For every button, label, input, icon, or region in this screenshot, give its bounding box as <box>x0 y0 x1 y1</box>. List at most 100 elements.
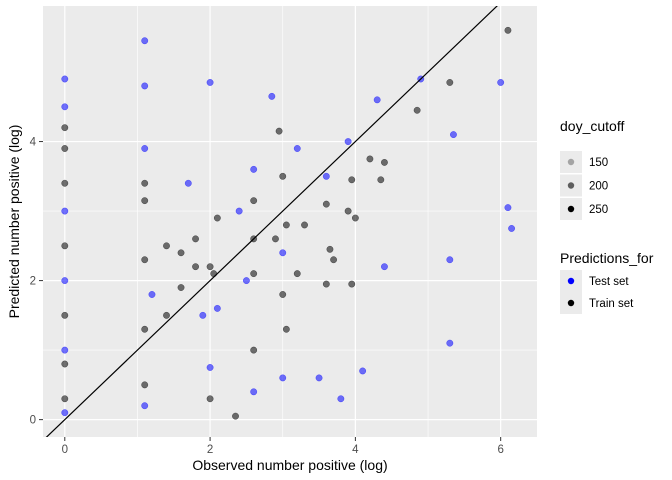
legend-key-point <box>567 182 575 189</box>
legend-label-test-set: Test set <box>589 276 629 288</box>
data-point-train-set <box>326 245 334 253</box>
y-axis-ticks: 0 2 4 <box>30 137 43 427</box>
x-axis-ticks: 0 2 4 6 <box>62 437 504 456</box>
x-tick-label: 0 <box>62 444 68 456</box>
x-tick-label: 4 <box>352 444 359 456</box>
y-tick-label: 2 <box>30 276 36 288</box>
data-point-test-set <box>373 96 381 104</box>
data-point-test-set <box>344 138 352 145</box>
data-point-test-set <box>141 402 149 410</box>
data-point-test-set <box>381 263 388 271</box>
data-point-test-set <box>213 304 221 312</box>
data-point-train-set <box>377 176 385 184</box>
legend-key-background <box>560 151 582 173</box>
data-point-train-set <box>301 221 308 229</box>
data-point-train-set <box>250 197 258 205</box>
data-point-train-set <box>177 284 185 291</box>
data-point-test-set <box>148 291 156 298</box>
data-point-train-set <box>322 280 330 288</box>
legend-label-train-set: Train set <box>589 298 634 310</box>
legend-label-doy-200: 200 <box>589 181 608 193</box>
data-point-train-set <box>206 263 214 271</box>
data-point-train-set <box>192 235 199 243</box>
data-point-test-set <box>206 79 214 86</box>
legend-key-point <box>567 158 575 166</box>
data-point-test-set <box>61 75 69 83</box>
data-point-test-set <box>446 256 454 264</box>
legend-label-doy-150: 150 <box>589 157 608 169</box>
y-tick-label: 0 <box>30 415 36 427</box>
data-point-test-set <box>141 82 149 90</box>
data-point-train-set <box>192 263 199 271</box>
data-point-test-set <box>243 277 250 284</box>
data-point-test-set <box>337 395 345 403</box>
y-tick-label: 4 <box>30 137 37 149</box>
data-point-test-set <box>359 367 367 375</box>
data-point-train-set <box>348 280 356 288</box>
data-point-test-set <box>450 131 457 139</box>
legend-title-doy-cutoff: doy_cutoff <box>560 118 624 134</box>
data-point-test-set <box>446 339 454 347</box>
data-point-test-set <box>293 145 301 152</box>
data-point-train-set <box>330 256 337 264</box>
data-point-train-set <box>61 360 69 368</box>
data-point-train-set <box>504 26 512 34</box>
data-point-test-set <box>268 92 276 100</box>
legend-key-point <box>567 205 575 213</box>
data-point-test-set <box>315 374 323 382</box>
legend-key-point <box>567 299 575 307</box>
x-tick-label: 6 <box>497 444 503 456</box>
data-point-train-set <box>381 159 388 166</box>
data-point-train-set <box>344 207 352 215</box>
data-point-test-set <box>61 103 69 111</box>
data-point-test-set <box>141 37 149 45</box>
legend-key-point <box>567 277 575 285</box>
data-point-train-set <box>61 395 69 403</box>
data-point-train-set <box>282 325 290 333</box>
legend-doy-cutoff: doy_cutoff 150 200 250 <box>560 118 624 220</box>
data-point-train-set <box>61 311 69 319</box>
data-point-train-set <box>413 106 421 114</box>
data-point-test-set <box>61 277 69 284</box>
data-point-test-set <box>279 249 287 257</box>
data-point-train-set <box>61 242 69 250</box>
data-point-test-set <box>199 311 207 319</box>
identity-reference-line <box>45 6 498 437</box>
data-point-train-set <box>141 381 149 389</box>
data-point-test-set <box>235 207 243 215</box>
legend-label-doy-250: 250 <box>589 204 608 216</box>
data-point-train-set <box>272 235 279 243</box>
data-point-train-set <box>250 270 258 278</box>
data-point-train-set <box>61 124 69 132</box>
data-point-train-set <box>348 176 356 184</box>
data-point-test-set <box>61 207 69 215</box>
data-point-test-set <box>250 388 258 396</box>
x-axis-title: Observed number positive (log) <box>192 457 387 473</box>
data-point-test-set <box>504 204 512 211</box>
data-point-train-set <box>232 412 239 420</box>
data-point-train-set <box>279 291 287 298</box>
data-point-train-set <box>279 172 287 180</box>
data-point-test-set <box>61 409 69 417</box>
data-point-train-set <box>250 346 258 354</box>
y-axis-title: Predicted number positive (log) <box>6 125 22 319</box>
data-point-train-set <box>141 179 149 187</box>
plot-panel <box>43 6 537 437</box>
data-point-train-set <box>351 214 359 222</box>
data-point-train-set <box>61 179 69 187</box>
data-point-test-set <box>322 172 330 180</box>
data-point-train-set <box>213 214 221 222</box>
data-point-train-set <box>206 395 214 403</box>
data-point-train-set <box>275 127 283 135</box>
data-point-train-set <box>293 270 301 278</box>
data-point-train-set <box>210 270 218 278</box>
data-point-test-set <box>497 79 505 86</box>
data-point-train-set <box>141 197 149 205</box>
data-point-train-set <box>177 249 185 257</box>
legend-predictions-for: Predictions_for Test set Train set <box>560 250 654 314</box>
data-point-train-set <box>446 79 454 86</box>
data-point-test-set <box>61 346 69 354</box>
data-point-train-set <box>282 221 290 229</box>
legend-title-predictions-for: Predictions_for <box>560 250 654 266</box>
